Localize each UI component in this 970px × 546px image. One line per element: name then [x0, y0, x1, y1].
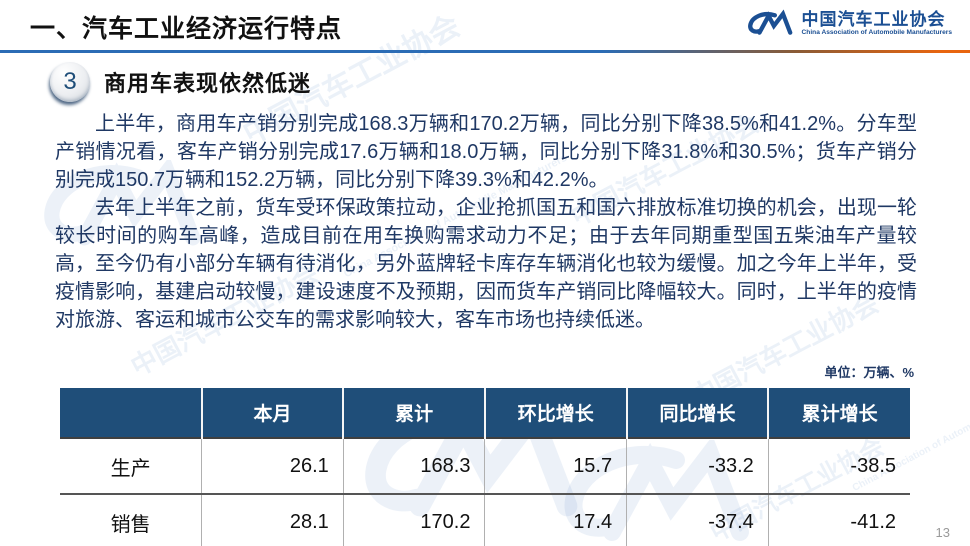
caam-logo-text: 中国汽车工业协会 China Association of Automobile…: [802, 10, 952, 37]
unit-note: 单位：万辆、%: [824, 365, 914, 380]
col-header-cumulative: 累计: [342, 388, 485, 438]
body-text: 上半年，商用车产销分别完成168.3万辆和170.2万辆，同比分别下降38.5%…: [55, 110, 917, 334]
page-number: 13: [935, 525, 950, 540]
col-header-month: 本月: [200, 388, 344, 438]
paragraph-production-sales: 上半年，商用车产销分别完成168.3万辆和170.2万辆，同比分别下降38.5%…: [55, 113, 917, 191]
col-header-mom-growth: 环比增长: [483, 388, 627, 438]
caam-logo-name-en: China Association of Automobile Manufact…: [801, 28, 952, 36]
paragraph-analysis: 去年上半年之前，货车受环保政策拉动，企业抢抓国五和国六排放标准切换的机会，出现一…: [55, 197, 917, 331]
cell-value: 170.2: [342, 494, 485, 546]
row-label: 销售: [110, 513, 151, 536]
col-header-blank: [60, 388, 202, 438]
section-number: 3: [63, 68, 77, 95]
cell-value: -33.2: [626, 438, 769, 494]
table-header-row: 本月 累计 环比增长 同比增长 累计增长: [60, 388, 910, 438]
cell-value: 168.3: [342, 438, 485, 494]
cell-value: 26.1: [201, 438, 344, 494]
cell-value: -38.5: [767, 438, 910, 494]
col-header-cumulative-growth: 累计增长: [767, 388, 910, 438]
cell-value: -37.4: [626, 494, 769, 546]
page-title: 一、汽车工业经济运行特点: [30, 15, 343, 43]
table-row-sales: 销售 28.1 170.2 17.4 -37.4 -41.2: [60, 494, 910, 546]
cell-value: 28.1: [201, 494, 344, 546]
cell-value: 15.7: [484, 438, 627, 494]
row-label: 生产: [110, 457, 151, 480]
header-divider-line: [0, 50, 970, 53]
table-header: 本月 累计 环比增长 同比增长 累计增长: [60, 388, 910, 438]
caam-logo-icon: [747, 9, 792, 35]
cell-value: -41.2: [767, 494, 910, 546]
commercial-vehicle-table: 本月 累计 环比增长 同比增长 累计增长 生产 26.1 168.3 15.7 …: [60, 388, 910, 546]
caam-logo-name-cn: 中国汽车工业协会: [801, 9, 946, 29]
section-number-badge: 3: [50, 62, 90, 102]
section-title: 商用车表现依然低迷: [104, 71, 312, 96]
col-header-yoy-growth: 同比增长: [625, 388, 769, 438]
table-row-production: 生产 26.1 168.3 15.7 -33.2 -38.5: [60, 438, 910, 494]
section-heading: 3 商用车表现依然低迷: [50, 62, 311, 102]
cell-value: 17.4: [484, 494, 627, 546]
caam-logo: 中国汽车工业协会 China Association of Automobile…: [747, 8, 952, 38]
